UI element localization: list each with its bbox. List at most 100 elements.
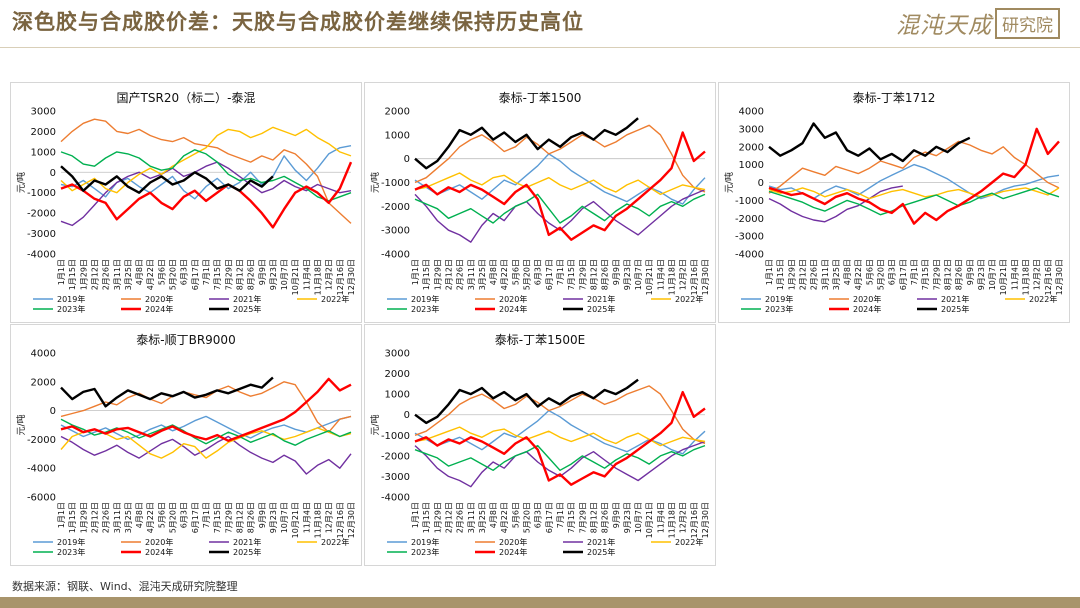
x-tick-label: 9月23日 <box>623 259 632 290</box>
x-tick-label: 1月29日 <box>433 259 442 290</box>
x-tick-label: 8月26日 <box>247 502 256 533</box>
x-tick-label: 7月1日 <box>202 502 211 528</box>
x-tick-label: 9月23日 <box>623 502 632 533</box>
series-line-2025年 <box>768 122 971 163</box>
y-tick-label: 0 <box>50 168 56 179</box>
x-tick-label: 10月21日 <box>645 259 654 295</box>
x-tick-label: 12月2日 <box>679 259 688 290</box>
x-tick-label: 11月18日 <box>314 502 323 538</box>
y-tick-label: -1000 <box>381 178 410 189</box>
legend-label: 2023年 <box>57 304 85 314</box>
chart-str-vs-sbr1500: 泰标-丁苯1500 2000 1000 0 -1000 -2000 -3000 -4000 元/… <box>369 91 710 314</box>
x-tick-label: 8月12日 <box>235 259 244 290</box>
series-line-2025年 <box>60 165 274 194</box>
legend-label: 2025年 <box>941 304 969 314</box>
x-tick-label: 7月15日 <box>213 259 222 290</box>
x-tick-label: 1月15日 <box>422 502 431 533</box>
series-line-2019年 <box>414 153 706 205</box>
series-line-2024年 <box>60 377 352 443</box>
x-tick-label: 11月4日 <box>656 259 665 290</box>
chart-panel-sbr1500: 泰标-丁苯1500 2000 1000 0 -1000 -2000 -3000 -4000 元/… <box>364 82 716 323</box>
x-tick-label: 2月26日 <box>456 259 465 290</box>
y-tick-label: 1000 <box>385 130 410 141</box>
x-tick-label: 7月1日 <box>556 259 565 285</box>
x-tick-label: 2月12日 <box>444 502 453 533</box>
x-tick-label: 12月16日 <box>690 502 699 538</box>
y-tick-label: 3000 <box>739 124 764 135</box>
x-tick-label: 5月20日 <box>523 502 532 533</box>
series-line-2021年 <box>414 188 706 243</box>
x-tick-label: 7月29日 <box>932 259 941 290</box>
x-tick-label: 11月18日 <box>1022 259 1031 295</box>
legend-label: 2019年 <box>57 537 85 547</box>
legend-label: 2024年 <box>499 304 527 314</box>
x-tick-label: 11月4日 <box>656 502 665 533</box>
series-line-2023年 <box>60 418 352 446</box>
y-tick-label: 4000 <box>739 107 764 118</box>
x-tick-label: 12月30日 <box>1055 259 1064 295</box>
x-tick-label: 1月15日 <box>68 259 77 290</box>
chart-str-vs-sbr1500e: 泰标-丁苯1500E 3000 2000 1000 0 -1000 -2000 -3000 -4… <box>369 333 710 557</box>
x-tick-label: 9月9日 <box>258 259 267 285</box>
x-tick-label: 8月26日 <box>601 502 610 533</box>
series-line-2021年 <box>60 435 352 475</box>
x-tick-label: 7月15日 <box>921 259 930 290</box>
x-tick-label: 5月6日 <box>157 502 166 528</box>
chart-title: 泰标-丁苯1500 <box>499 91 582 105</box>
y-tick-label: -4000 <box>735 250 764 261</box>
x-tick-label: 12月30日 <box>701 259 710 295</box>
series-line-2023年 <box>60 149 352 202</box>
x-tick-label: 2月12日 <box>90 502 99 533</box>
y-axis-label: 元/吨 <box>723 172 735 193</box>
x-tick-label: 6月17日 <box>191 502 200 533</box>
x-tick-label: 1月1日 <box>57 502 66 528</box>
legend-label: 2025年 <box>233 304 261 314</box>
x-tick-label: 3月11日 <box>467 502 476 533</box>
x-tick-label: 12月2日 <box>1033 259 1042 290</box>
chart-title: 泰标-丁苯1712 <box>853 91 936 105</box>
y-tick-label: 0 <box>50 406 56 417</box>
x-tick-label: 9月9日 <box>612 259 621 285</box>
series-line-2020年 <box>414 385 706 445</box>
series-line-2022年 <box>414 172 706 196</box>
y-tick-label: -4000 <box>381 250 410 261</box>
x-tick-label: 3月25日 <box>478 502 487 533</box>
series-line-2024年 <box>768 127 1060 225</box>
legend-label: 2021年 <box>587 294 615 304</box>
x-tick-label: 3月25日 <box>124 259 133 290</box>
x-tick-label: 5月20日 <box>169 259 178 290</box>
legend-label: 2024年 <box>499 547 527 557</box>
series-line-2023年 <box>414 193 706 224</box>
x-tick-label: 1月1日 <box>411 259 420 285</box>
chart-panel-tsr20: 国产TSR20（标二）-泰混 3000 2000 1000 0 -1000 -2000 -30… <box>10 82 362 323</box>
series-line-2024年 <box>60 161 353 229</box>
x-tick-label: 5月20日 <box>877 259 886 290</box>
legend-label: 2023年 <box>411 547 439 557</box>
x-tick-label: 11月18日 <box>668 502 677 538</box>
x-tick-label: 7月1日 <box>202 259 211 285</box>
y-tick-label: 1000 <box>739 160 764 171</box>
x-tick-label: 7月29日 <box>224 259 233 290</box>
legend-label: 2025年 <box>587 304 615 314</box>
x-tick-label: 3月25日 <box>832 259 841 290</box>
x-tick-label: 8月12日 <box>589 259 598 290</box>
x-tick-label: 7月1日 <box>910 259 919 285</box>
x-tick-label: 1月1日 <box>765 259 774 285</box>
series-line-2019年 <box>768 163 1060 200</box>
x-tick-label: 5月6日 <box>865 259 874 285</box>
y-tick-label: -1000 <box>735 196 764 207</box>
y-axis-label: 元/吨 <box>369 414 381 435</box>
chart-title: 泰标-顺丁BR9000 <box>136 333 235 347</box>
y-tick-label: 2000 <box>385 107 410 118</box>
x-tick-label: 1月29日 <box>79 502 88 533</box>
y-tick-label: 1000 <box>385 390 410 401</box>
x-tick-label: 12月30日 <box>347 502 356 538</box>
x-tick-label: 2月12日 <box>90 259 99 290</box>
x-tick-label: 1月29日 <box>79 259 88 290</box>
x-tick-label: 12月30日 <box>347 259 356 295</box>
x-tick-label: 11月18日 <box>314 259 323 295</box>
legend-label: 2023年 <box>411 304 439 314</box>
x-tick-label: 7月1日 <box>556 502 565 528</box>
x-tick-label: 5月6日 <box>511 259 520 285</box>
y-tick-label: 2000 <box>739 142 764 153</box>
